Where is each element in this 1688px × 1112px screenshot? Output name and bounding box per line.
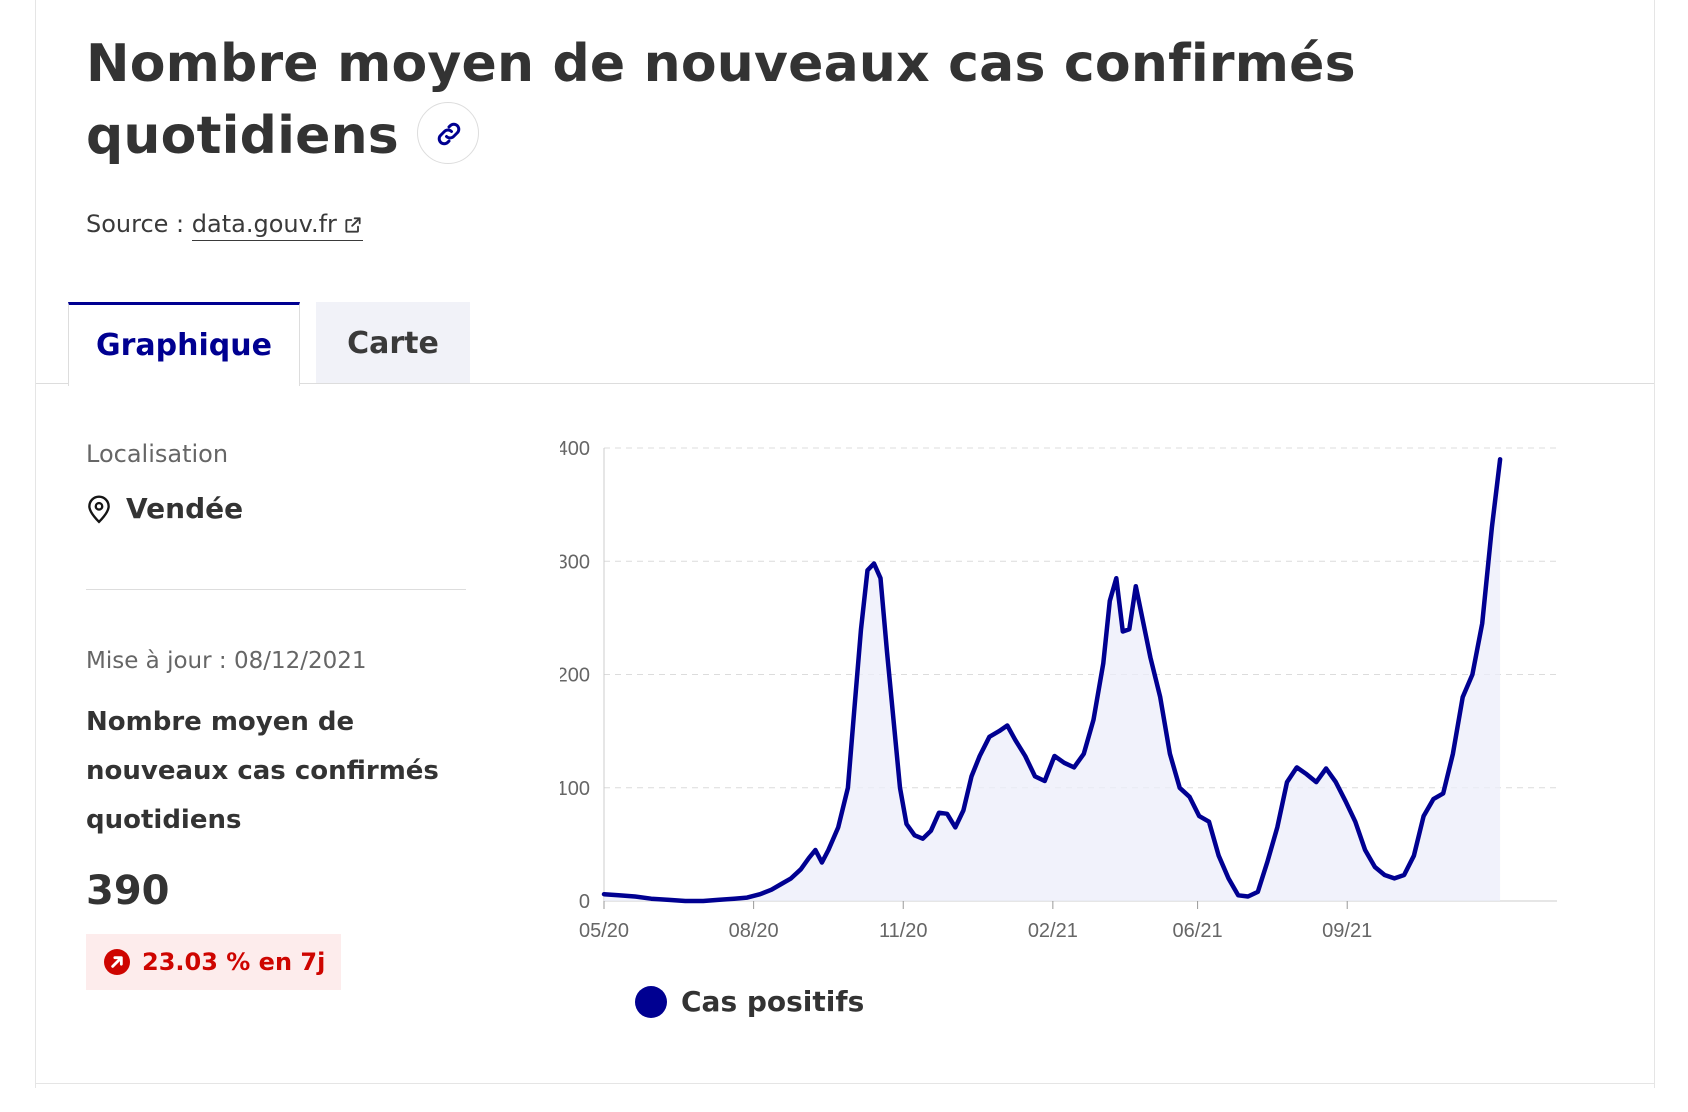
legend-marker: [635, 985, 667, 1018]
card-footer-divider: [36, 1083, 1654, 1084]
metric-label: Nombre moyen de nouveaux cas confirmés q…: [86, 707, 439, 835]
trend-text: 23.03 % en 7j: [142, 948, 326, 976]
y-tick-label: 200: [560, 665, 590, 687]
map-pin-icon: [88, 495, 110, 523]
y-tick-label: 100: [560, 778, 590, 800]
y-tick-label: 300: [560, 551, 590, 573]
indicator-card: [35, 0, 1655, 1088]
copy-link-button[interactable]: [416, 102, 479, 164]
tab-divider: [36, 383, 1654, 384]
metric-value: 390: [86, 868, 170, 914]
location-name: Vendée: [126, 492, 244, 525]
page-title-text: Nombre moyen de nouveaux cas confirmés q…: [86, 34, 1356, 166]
source-link[interactable]: data.gouv.fr: [191, 210, 363, 241]
location-value: Vendée: [86, 492, 243, 525]
source-prefix: Source :: [86, 210, 192, 238]
external-link-icon: [345, 217, 361, 233]
link-icon: [437, 122, 461, 146]
tab-graphique[interactable]: Graphique: [68, 302, 300, 386]
page-title: Nombre moyen de nouveaux cas confirmés q…: [86, 28, 1386, 172]
legend-label: Cas positifs: [681, 985, 865, 1018]
x-tick-label: 06/21: [1173, 920, 1223, 942]
location-label: Localisation: [86, 440, 229, 468]
cases-chart: 0 100 200 300 400 05/20 08/20 11/20 02/21 06/21 09…: [560, 438, 1557, 942]
source-line: Source : data.gouv.fr: [86, 210, 363, 241]
y-tick-label: 400: [560, 438, 590, 460]
x-tick-label: 08/20: [729, 920, 779, 942]
series-line: [601, 457, 1503, 904]
source-link-text: data.gouv.fr: [191, 210, 337, 238]
x-tick-label: 02/21: [1028, 920, 1078, 942]
x-tick-label: 05/20: [579, 920, 629, 942]
tab-carte[interactable]: Carte: [316, 302, 470, 384]
trend-badge: 23.03 % en 7j: [86, 934, 342, 990]
series-area: [604, 459, 1501, 901]
x-tick-label: 11/20: [879, 920, 928, 942]
x-tick-label: 09/21: [1322, 920, 1372, 942]
y-tick-label: 0: [579, 891, 590, 913]
arrow-up-right-icon: [104, 949, 130, 975]
sidebar-divider: [86, 589, 466, 590]
chart-legend: Cas positifs: [635, 985, 864, 1018]
update-date: Mise à jour : 08/12/2021: [86, 648, 367, 674]
